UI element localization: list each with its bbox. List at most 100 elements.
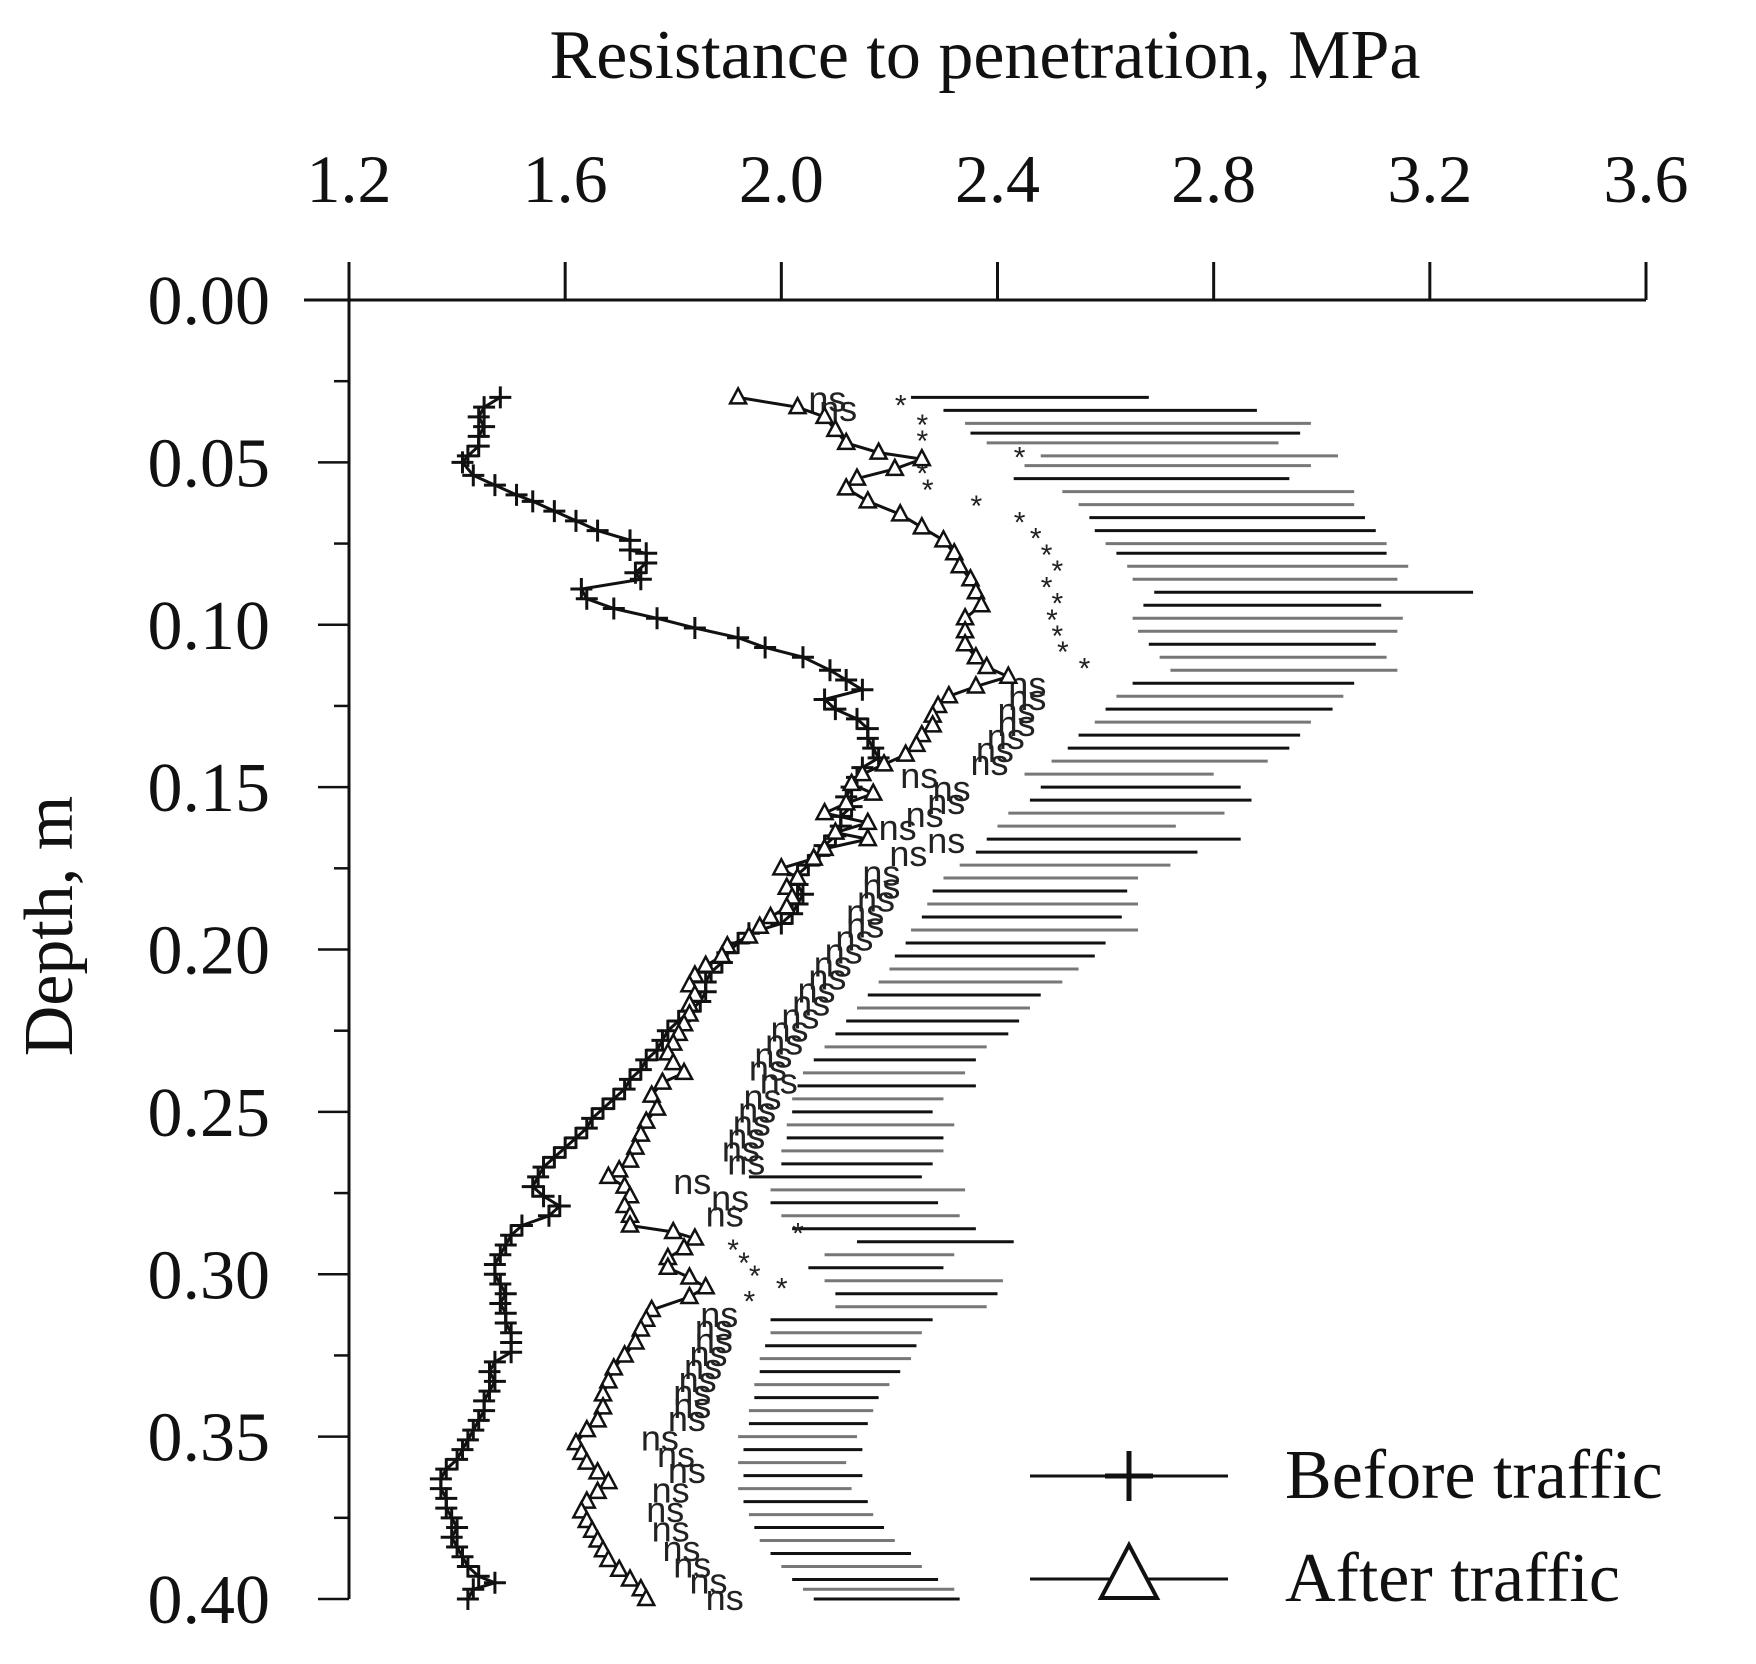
significance-star: * [1052,555,1064,588]
significance-ns: ns [689,1561,727,1602]
triangle-marker [695,954,716,973]
plus-marker [446,1536,469,1559]
triangle-marker [825,820,846,840]
triangle-marker [592,1395,614,1415]
triangle-marker [657,1256,678,1276]
plus-marker [467,405,490,428]
triangle-marker [587,1408,608,1428]
plus-marker [619,539,642,562]
plus-marker [473,415,496,438]
plus-marker-icon [1105,1451,1153,1501]
plus-marker [494,1311,517,1334]
significance-ns: ns [689,1333,727,1374]
triangle-marker [814,405,835,425]
plus-marker [451,1545,474,1568]
error-bars [738,395,1474,1601]
triangle-marker [603,1356,624,1376]
significance-ns: ns [765,1021,803,1062]
plus-marker [435,1458,458,1481]
triangle-marker [609,1158,630,1178]
plus-marker [564,1126,587,1149]
plus-marker [505,483,528,506]
axes [304,262,1646,1599]
y-tick-label: 0.25 [148,1075,271,1152]
significance-ns: ns [976,729,1014,770]
plus-marker [451,451,474,474]
y-tick-label: 0.35 [148,1400,271,1477]
y-axis-label: Depth, m [11,796,88,1057]
significance-ns: ns [781,995,819,1036]
triangle-marker [863,781,884,801]
triangle-marker [938,684,959,704]
significance-star: * [749,1260,761,1293]
triangle-marker [684,1226,705,1246]
plus-marker [532,1185,555,1208]
triangle-marker [814,801,835,821]
plus-marker [564,509,587,532]
significance-star: * [916,425,928,458]
x-tick-label: 3.6 [1604,141,1689,217]
plus-marker [570,578,593,601]
significance-star: * [1079,652,1091,685]
triangle-marker [954,632,976,652]
triangle-marker [652,1070,673,1090]
plus-marker [543,1146,566,1169]
plus-marker [435,1497,458,1520]
plus-marker [483,474,506,497]
plus-marker [629,1058,652,1081]
significance-ns: ns [722,1129,760,1170]
triangle-marker [922,713,943,733]
plus-marker [813,688,836,711]
plus-marker [543,500,566,523]
plus-marker [581,1107,604,1130]
significance-star: * [1014,506,1026,539]
triangle-marker [787,866,808,886]
triangle-marker [679,1265,700,1285]
significance-ns: ns [927,820,965,861]
significance-ns: ns [706,1577,744,1618]
triangle-marker [965,645,986,665]
plus-marker [527,1165,550,1188]
triangle-marker [857,489,878,509]
significance-ns: ns [673,1544,711,1585]
significance-ns: ns [862,853,900,894]
plus-marker [483,1370,506,1393]
plus-marker [483,1350,506,1373]
triangle-marker [598,1548,619,1568]
triangle-marker [749,915,770,935]
significance-star: * [792,1218,804,1251]
triangle-marker [641,1083,662,1103]
triangle-marker [911,515,932,535]
significance-star: * [1030,523,1042,556]
significance-ns: ns [906,794,944,835]
triangle-marker [728,385,749,405]
y-tick-label: 0.30 [148,1237,271,1314]
x-ticks: 1.2 1.6 2.0 2.4 2.8 3.2 3.6 [307,141,1689,300]
significance-ns: ns [662,1528,700,1569]
triangle-marker [663,1220,684,1240]
significance-ns: ns [998,690,1036,731]
triangle-marker [587,1460,608,1480]
triangle-marker [965,674,986,694]
triangle-marker [868,440,889,460]
triangle-marker [814,837,835,857]
plus-marker [473,396,496,419]
significance-ns: ns [879,807,917,848]
plus-marker [429,1477,452,1500]
significance-ns: ns [727,1142,765,1183]
significance-ns: ns [987,716,1025,757]
significance-ns: ns [900,755,938,796]
significance-ns: ns [970,742,1008,783]
triangle-marker [933,528,954,548]
triangle-marker [630,1317,651,1337]
significance-ns: ns [657,1434,695,1475]
significance-ns: ns [695,1307,733,1348]
triangle-marker [673,1061,695,1081]
x-tick-label: 1.2 [307,141,392,217]
triangle-marker [976,655,997,675]
significance-ns: ns [857,879,895,920]
triangle-marker [636,1109,657,1129]
triangle-marker [960,567,981,587]
plus-marker [451,1438,474,1461]
